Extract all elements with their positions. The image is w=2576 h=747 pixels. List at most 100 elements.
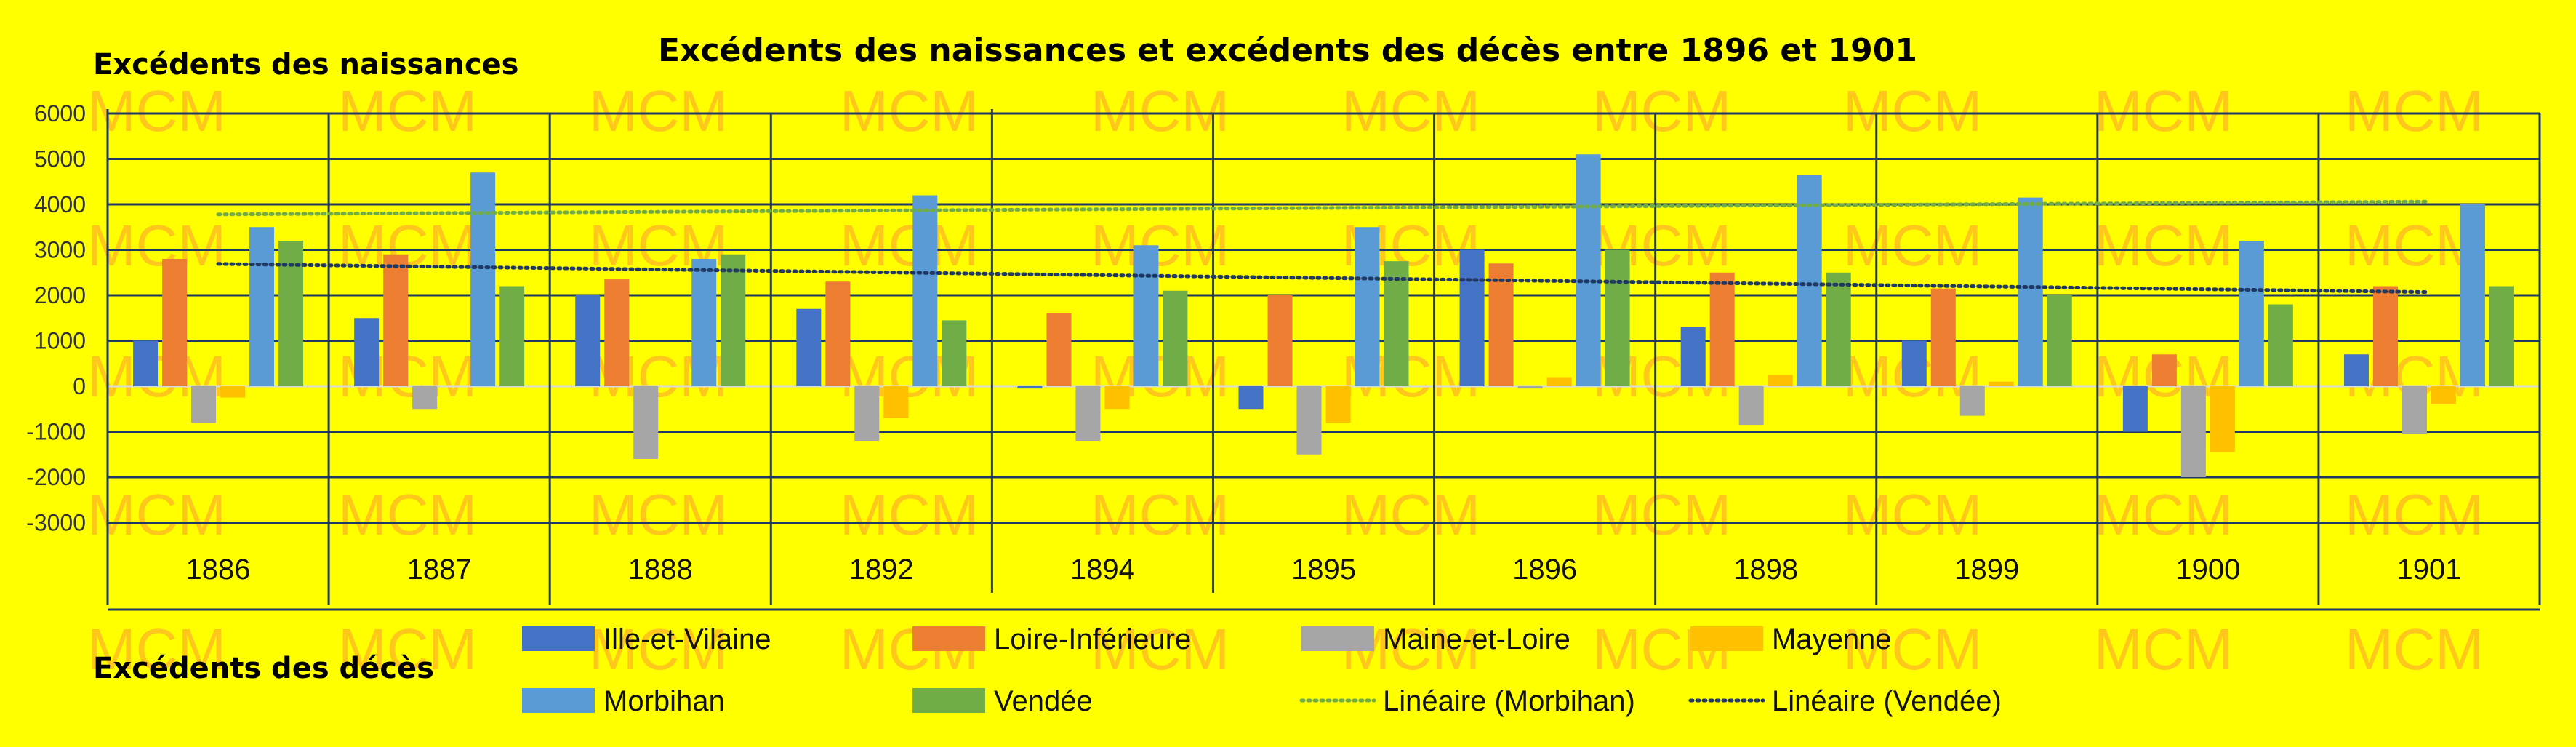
watermark-9-0: MCM — [2345, 79, 2484, 143]
legend-swatch-0 — [522, 626, 595, 651]
bar-Ille-et-Vilaine-1901 — [2343, 354, 2369, 386]
legend-label-2: Maine-et-Loire — [1383, 623, 1570, 655]
category-label-1894: 1894 — [1070, 554, 1135, 586]
bar-Maine-et-Loire-1892 — [854, 386, 880, 441]
bar-Vendée-1900 — [2268, 304, 2293, 386]
bar-Mayenne-1899 — [1989, 381, 2014, 386]
bar-Mayenne-1892 — [883, 386, 909, 418]
bar-Ille-et-Vilaine-1894 — [1017, 386, 1043, 389]
legend: Ille-et-Vilaine Loire-Inférieure Maine-et-… — [522, 623, 2002, 717]
bar-Maine-et-Loire-1896 — [1517, 386, 1543, 389]
legend-label-3: Mayenne — [1772, 623, 1892, 655]
bar-Ille-et-Vilaine-1895 — [1238, 386, 1264, 410]
y-tick-label: -2000 — [26, 464, 86, 490]
bar-Maine-et-Loire-1895 — [1296, 386, 1322, 455]
category-label-1901: 1901 — [2396, 554, 2461, 586]
bar-Mayenne-1900 — [2210, 386, 2235, 452]
grid-layer — [106, 109, 2541, 611]
watermark-4-4: MCM — [1091, 617, 1229, 682]
category-label-1896: 1896 — [1512, 554, 1577, 586]
watermark-4-3: MCM — [1091, 482, 1229, 547]
legend-label-5: Vendée — [994, 685, 1093, 717]
watermark-2-0: MCM — [589, 79, 728, 143]
watermark-8-0: MCM — [2094, 79, 2233, 143]
bar-Maine-et-Loire-1900 — [2180, 386, 2206, 477]
x-axis: 1886 1887 1888 1892 1894 1895 1896 1898 1899 1900… — [186, 554, 2462, 586]
bar-Vendée-1888 — [721, 254, 746, 386]
bar-Morbihan-1900 — [2239, 241, 2264, 386]
watermark-7-1: MCM — [1843, 213, 1982, 278]
watermark-1-3: MCM — [338, 482, 477, 547]
watermark-8-3: MCM — [2094, 482, 2233, 547]
y-tick-label: 4000 — [34, 191, 86, 217]
y-tick-label: 5000 — [34, 146, 86, 172]
legend-label-7: Linéaire (Vendée) — [1772, 685, 2002, 717]
watermark-9-4: MCM — [2345, 617, 2484, 682]
watermark-0-0: MCM — [87, 79, 226, 143]
watermark-6-3: MCM — [1592, 482, 1731, 547]
y-axis: 6000 5000 4000 3000 2000 1000 0 -1000 -2000 -3000 — [26, 100, 86, 536]
bar-Morbihan-1892 — [912, 195, 938, 386]
bar-Vendée-1886 — [278, 241, 304, 386]
category-label-1900: 1900 — [2175, 554, 2240, 586]
watermark-4-0: MCM — [1091, 79, 1229, 143]
category-label-1892: 1892 — [849, 554, 914, 586]
bar-Ille-et-Vilaine-1888 — [575, 295, 601, 386]
bar-Loire-Inférieure-1895 — [1267, 295, 1293, 386]
y-tick-label: -1000 — [26, 419, 86, 445]
bar-Maine-et-Loire-1899 — [1959, 386, 1985, 416]
bar-Loire-Inférieure-1898 — [1709, 272, 1735, 386]
watermark-2-4: MCM — [589, 617, 728, 682]
watermark-0-4: MCM — [87, 617, 226, 682]
legend-label-4: Morbihan — [603, 685, 725, 717]
bar-Vendée-1895 — [1384, 261, 1409, 386]
y-tick-label: 0 — [73, 373, 86, 399]
trendline-0 — [216, 199, 2431, 217]
watermark-2-3: MCM — [589, 482, 728, 547]
legend-swatch-2 — [1301, 626, 1374, 651]
watermark-4-1: MCM — [1091, 213, 1229, 278]
watermark-6-0: MCM — [1592, 79, 1731, 143]
legend-label-0: Ille-et-Vilaine — [603, 623, 771, 655]
bar-Loire-Inférieure-1887 — [383, 254, 409, 386]
watermark-8-4: MCM — [2094, 617, 2233, 682]
bar-Loire-Inférieure-1888 — [604, 279, 630, 386]
watermark-5-0: MCM — [1341, 79, 1480, 143]
watermark-7-3: MCM — [1843, 482, 1982, 547]
bar-Loire-Inférieure-1900 — [2151, 354, 2177, 386]
category-label-1899: 1899 — [1954, 554, 2019, 586]
y-tick-label: 2000 — [34, 282, 86, 308]
trendlines-layer — [216, 199, 2431, 295]
bar-Morbihan-1887 — [470, 172, 496, 386]
bar-Loire-Inférieure-1899 — [1930, 288, 1956, 386]
bar-Maine-et-Loire-1888 — [633, 386, 659, 459]
bar-Mayenne-1898 — [1768, 375, 1793, 386]
watermark-1-0: MCM — [338, 79, 477, 143]
y-axis-title-top: Excédents des naissances — [93, 48, 518, 81]
bar-Ille-et-Vilaine-1899 — [1901, 340, 1927, 386]
y-tick-label: -3000 — [26, 510, 86, 536]
watermark-5-3: MCM — [1341, 482, 1480, 547]
legend-swatch-5 — [912, 688, 985, 713]
bar-Vendée-1894 — [1163, 290, 1188, 386]
bar-Morbihan-1886 — [249, 227, 275, 386]
bar-Morbihan-1888 — [691, 259, 717, 386]
bar-Mayenne-1895 — [1325, 386, 1351, 423]
bar-Ille-et-Vilaine-1900 — [2122, 386, 2148, 432]
category-label-1898: 1898 — [1733, 554, 1798, 586]
bar-Vendée-1898 — [1826, 272, 1851, 386]
bar-Mayenne-1901 — [2431, 386, 2456, 404]
category-label-1886: 1886 — [186, 554, 251, 586]
watermark-3-3: MCM — [840, 482, 979, 547]
bars-layer — [133, 154, 2514, 477]
bar-Loire-Inférieure-1894 — [1046, 313, 1072, 386]
bar-Vendée-1887 — [499, 286, 525, 386]
bar-Maine-et-Loire-1887 — [412, 386, 438, 410]
watermark-3-0: MCM — [840, 79, 979, 143]
y-axis-title-bottom: Excédents des décès — [93, 652, 434, 685]
bar-Mayenne-1896 — [1546, 377, 1572, 386]
category-label-1888: 1888 — [628, 554, 693, 586]
bar-Morbihan-1896 — [1576, 154, 1601, 386]
bar-Mayenne-1894 — [1104, 386, 1130, 410]
y-tick-label: 3000 — [34, 237, 86, 263]
